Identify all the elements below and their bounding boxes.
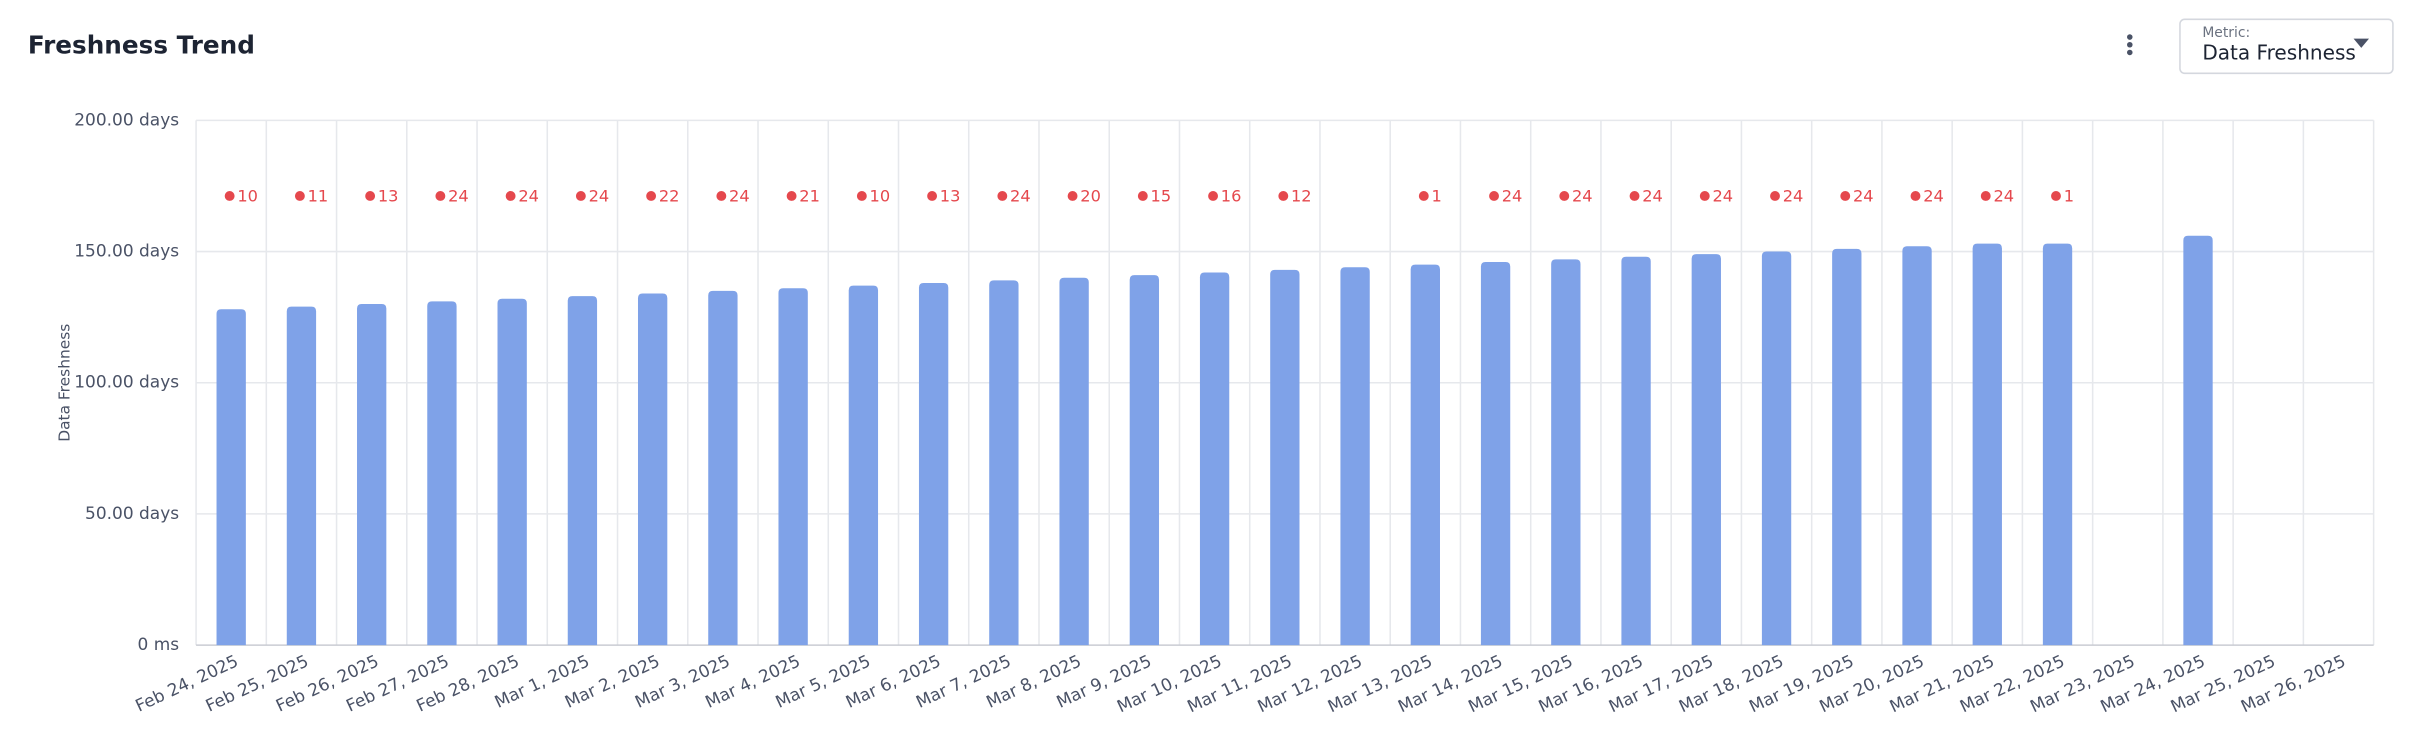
chart-title: Freshness Trend [28, 30, 255, 59]
incident-dot [1418, 191, 1429, 201]
incident-count: 24 [1502, 186, 1523, 205]
incident-count: 13 [940, 186, 961, 205]
incident-count: 10 [237, 186, 258, 205]
incident-count: 12 [1291, 186, 1312, 205]
incident-dot [575, 191, 586, 201]
bar [2183, 235, 2213, 646]
bar [427, 301, 457, 646]
incident-dot [786, 191, 797, 201]
incident-count: 24 [1712, 186, 1733, 205]
bar [1551, 259, 1581, 646]
incident-count: 21 [799, 186, 820, 205]
menu-dot [2127, 41, 2133, 48]
bar [848, 285, 879, 646]
bar [1480, 262, 1511, 646]
bar [637, 293, 668, 646]
incident-count: 24 [729, 186, 750, 205]
bar [286, 306, 317, 646]
dropdown-label: Metric: [2202, 25, 2250, 41]
incident-dot [997, 191, 1008, 201]
bar [1270, 269, 1300, 646]
incident-count: 20 [1080, 186, 1101, 205]
menu-dot [2127, 34, 2133, 40]
bar [497, 298, 527, 646]
y-tick-label: 150.00 days [74, 242, 179, 262]
incident-count: 24 [1853, 186, 1874, 205]
bar [1832, 248, 1862, 646]
incident-dot [1067, 191, 1078, 201]
incident-dot [505, 191, 516, 201]
bar [2042, 243, 2073, 646]
incident-dot [1559, 191, 1570, 201]
bar [1972, 243, 2002, 646]
bar [1129, 275, 1160, 646]
incident-count: 24 [1923, 186, 1944, 205]
incident-count: 11 [308, 186, 329, 205]
incident-count: 24 [448, 186, 469, 205]
incident-count: 24 [1993, 186, 2014, 205]
incident-count: 1 [2064, 186, 2074, 205]
dropdown-value: Data Freshness [2202, 41, 2356, 65]
incident-dot [646, 191, 657, 201]
incident-dot [856, 191, 867, 201]
more-menu[interactable] [2127, 34, 2133, 56]
incident-dot [365, 191, 376, 201]
bar [1902, 246, 1932, 646]
bar [778, 288, 808, 646]
bar [357, 304, 387, 646]
bar [1340, 267, 1370, 646]
incident-count: 24 [518, 186, 539, 205]
menu-dot [2127, 49, 2133, 56]
dropdown-box [2179, 18, 2394, 75]
incident-dot [927, 191, 938, 201]
incident-count: 13 [378, 186, 399, 205]
bar [1761, 251, 1792, 646]
incident-count: 10 [870, 186, 891, 205]
y-tick-label: 200.00 days [74, 110, 179, 130]
incident-dot [2051, 191, 2061, 201]
dropdown-caret [2353, 38, 2369, 48]
incident-dot [1629, 191, 1640, 201]
incident-dot [1840, 191, 1851, 201]
incident-dot [1489, 191, 1499, 201]
bar [567, 296, 598, 646]
bar [1199, 272, 1230, 646]
incident-dot [294, 191, 305, 201]
incident-dot [1278, 191, 1289, 201]
incident-count: 22 [659, 186, 680, 205]
incident-count: 24 [589, 186, 610, 205]
incident-dot [1770, 191, 1780, 201]
incident-dot [1910, 191, 1921, 201]
bar [216, 309, 246, 646]
incident-count: 24 [1783, 186, 1804, 205]
bar [918, 283, 949, 646]
incident-dot [1980, 191, 1991, 201]
incident-count: 24 [1572, 186, 1593, 205]
y-tick-label: 50.00 days [85, 504, 179, 524]
incident-count: 24 [1642, 186, 1663, 205]
incident-dot [1699, 191, 1710, 201]
incident-count: 1 [1432, 186, 1442, 205]
bar [989, 280, 1019, 646]
y-tick-label: 100.00 days [74, 373, 179, 393]
incident-count: 16 [1221, 186, 1242, 205]
incident-dot [1137, 191, 1148, 201]
y-tick-label: 0 ms [138, 635, 180, 655]
incident-count: 24 [1010, 186, 1031, 205]
y-axis-label: Data Freshness [55, 324, 73, 442]
metric-dropdown[interactable]: Metric: Data Freshness [2179, 18, 2394, 75]
bar [1410, 264, 1440, 646]
incident-dot [224, 191, 235, 201]
bar [1691, 254, 1721, 646]
incident-dot [716, 191, 727, 201]
incident-dot [1208, 191, 1219, 201]
bar [1621, 256, 1651, 646]
bar [1059, 277, 1089, 646]
incident-dot [435, 191, 446, 201]
bar [708, 290, 738, 646]
incident-count: 15 [1151, 186, 1172, 205]
